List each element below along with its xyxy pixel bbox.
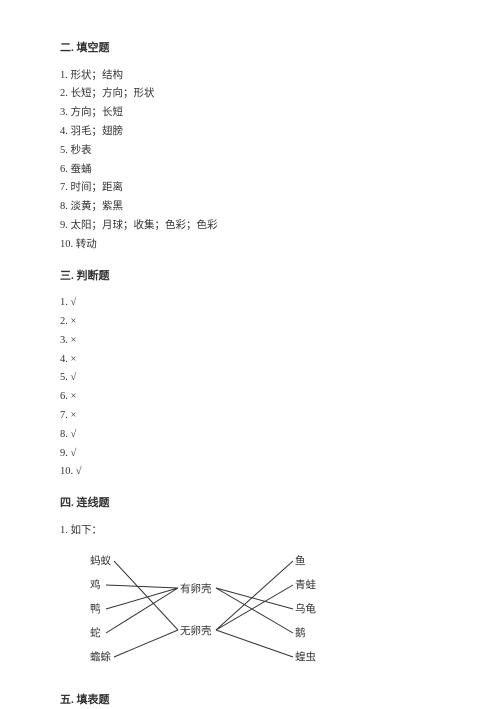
diagram-left-node: 蟾蜍 xyxy=(90,650,111,667)
list-item: 6. × xyxy=(60,389,440,406)
section-title-judge: 三. 判断题 xyxy=(60,268,440,286)
list-item: 4. × xyxy=(60,352,440,369)
list-item: 8. 淡黄；紫黑 xyxy=(60,199,440,216)
section-title-filltable: 五. 填表题 xyxy=(60,692,440,709)
fillblank-list: 1. 形状；结构 2. 长短；方向；形状 3. 方向；长短 4. 羽毛；翅膀 5… xyxy=(60,68,440,254)
section-title-fillblank: 二. 填空题 xyxy=(60,40,440,58)
list-item: 3. 方向；长短 xyxy=(60,105,440,122)
list-item: 6. 蚕蛹 xyxy=(60,162,440,179)
list-item: 7. 时间；距离 xyxy=(60,180,440,197)
list-item: 3. × xyxy=(60,333,440,350)
diagram-left-node: 蛇 xyxy=(90,626,101,643)
diagram-right-node: 青蛙 xyxy=(295,578,316,595)
diagram-left-node: 鸡 xyxy=(90,578,101,595)
list-item: 4. 羽毛；翅膀 xyxy=(60,124,440,141)
diagram-mid-node: 有卵壳 xyxy=(180,582,212,599)
connect-intro: 1. 如下： xyxy=(60,523,440,540)
list-item: 8. √ xyxy=(60,427,440,444)
judge-list: 1. √ 2. × 3. × 4. × 5. √ 6. × 7. × 8. √ … xyxy=(60,295,440,481)
diagram-left-node: 蚂蚁 xyxy=(90,554,111,571)
list-item: 1. 形状；结构 xyxy=(60,68,440,85)
diagram-right-node: 乌龟 xyxy=(295,602,316,619)
list-item: 2. 长短；方向；形状 xyxy=(60,86,440,103)
diagram-mid-node: 无卵壳 xyxy=(180,624,212,641)
list-item: 2. × xyxy=(60,314,440,331)
diagram-right-node: 鹅 xyxy=(295,626,306,643)
diagram-right-node: 蝗虫 xyxy=(295,650,316,667)
list-item: 10. 转动 xyxy=(60,237,440,254)
section-title-connect: 四. 连线题 xyxy=(60,495,440,513)
list-item: 9. √ xyxy=(60,446,440,463)
diagram-right-node: 鱼 xyxy=(295,554,306,571)
list-item: 5. √ xyxy=(60,370,440,387)
list-item: 10. √ xyxy=(60,464,440,481)
list-item: 1. √ xyxy=(60,295,440,312)
list-item: 7. × xyxy=(60,408,440,425)
list-item: 9. 太阳；月球；收集；色彩；色彩 xyxy=(60,218,440,235)
diagram-left-node: 鸭 xyxy=(90,602,101,619)
connect-diagram: 蚂蚁鸡鸭蛇蟾蜍 有卵壳无卵壳 鱼青蛙乌龟鹅蝗虫 xyxy=(70,548,350,678)
list-item: 5. 秒表 xyxy=(60,143,440,160)
